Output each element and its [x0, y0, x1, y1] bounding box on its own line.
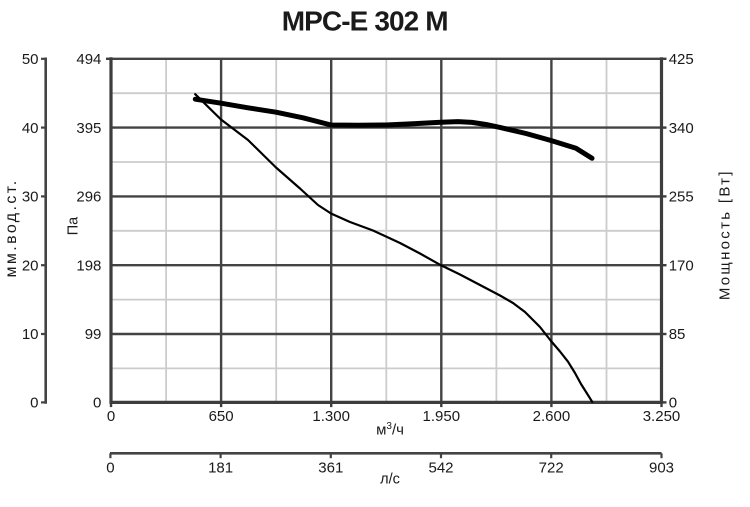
svg-text:40: 40: [22, 120, 39, 137]
svg-text:85: 85: [669, 326, 686, 343]
svg-text:0: 0: [669, 395, 677, 412]
svg-text:30: 30: [22, 189, 39, 206]
svg-text:361: 361: [318, 459, 343, 476]
svg-text:340: 340: [669, 120, 694, 137]
svg-text:650: 650: [209, 408, 234, 425]
svg-text:0: 0: [93, 395, 101, 412]
svg-text:мм.вод.ст.: мм.вод.ст.: [3, 178, 20, 277]
svg-text:м3/ч: м3/ч: [376, 421, 404, 439]
svg-text:170: 170: [669, 257, 694, 274]
svg-text:1.950: 1.950: [423, 408, 461, 425]
svg-text:99: 99: [85, 326, 102, 343]
svg-text:2.600: 2.600: [533, 408, 571, 425]
svg-text:MPC-E 302 M: MPC-E 302 M: [282, 5, 448, 36]
svg-text:425: 425: [669, 51, 694, 68]
svg-text:0: 0: [106, 459, 114, 476]
svg-text:395: 395: [76, 120, 101, 137]
svg-text:722: 722: [539, 459, 564, 476]
svg-text:542: 542: [428, 459, 453, 476]
svg-text:Мощность [Вт]: Мощность [Вт]: [717, 169, 734, 300]
svg-text:494: 494: [76, 51, 101, 68]
svg-text:903: 903: [649, 459, 674, 476]
svg-text:50: 50: [22, 51, 39, 68]
svg-text:181: 181: [208, 459, 233, 476]
svg-text:0: 0: [107, 408, 115, 425]
svg-text:л/с: л/с: [380, 472, 400, 488]
svg-text:255: 255: [669, 189, 694, 206]
svg-text:198: 198: [76, 257, 101, 274]
svg-text:10: 10: [22, 326, 39, 343]
svg-text:296: 296: [76, 189, 101, 206]
svg-text:3.250: 3.250: [643, 408, 681, 425]
svg-text:1.300: 1.300: [312, 408, 350, 425]
svg-text:20: 20: [22, 257, 39, 274]
svg-text:Па: Па: [66, 216, 82, 235]
svg-text:0: 0: [30, 395, 38, 412]
